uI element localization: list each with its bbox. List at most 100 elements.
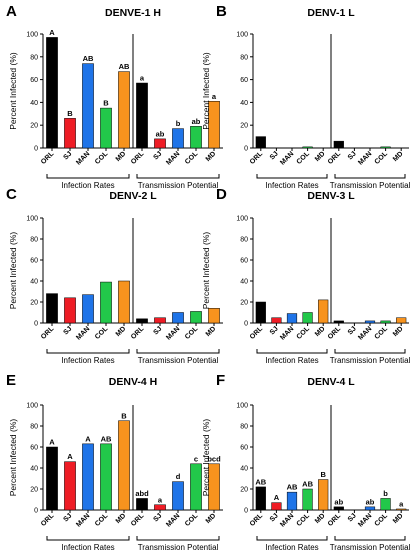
x-tick-label: ORL	[40, 512, 56, 528]
y-tick-label: 60	[240, 445, 248, 452]
y-tick-label: 0	[244, 321, 248, 328]
bar-orl	[136, 498, 148, 511]
bar-man	[172, 481, 184, 511]
significance-letter: b	[383, 489, 388, 498]
panel-a: A DENVE-1 H 0 20 40 60 80 100 Percent Infected (…	[6, 3, 223, 190]
bar-man	[286, 491, 298, 511]
y-tick-label: 20	[240, 300, 248, 307]
bar-man	[286, 313, 298, 324]
y-axis-title: Percent Infected (%)	[201, 52, 211, 130]
x-tick-label: MAN	[75, 150, 91, 166]
y-axis-title: Percent Infected (%)	[201, 419, 211, 497]
y-tick-label: 60	[240, 258, 248, 265]
x-tick-label: MD	[392, 512, 405, 525]
bar-md	[396, 317, 407, 324]
significance-letter: AB	[255, 477, 266, 486]
panel-d: D DENV-3 L 0 20 40 60 80 100 Percent Infected (%…	[201, 186, 411, 365]
group-label: Infection Rates	[265, 181, 318, 190]
y-tick-label: 40	[240, 279, 248, 286]
x-tick-label: MD	[115, 150, 128, 163]
y-tick-label: 100	[236, 32, 248, 39]
bar-col	[190, 126, 202, 149]
bar-col	[302, 312, 313, 324]
x-tick-label: COL	[184, 512, 200, 528]
group-bracket	[136, 349, 220, 354]
bar-col	[190, 463, 202, 511]
x-tick-label: COL	[296, 512, 312, 528]
x-tick-label: COL	[374, 325, 390, 341]
x-tick-label: ORL	[249, 512, 265, 528]
panel-title: DENV-1 L	[307, 7, 355, 19]
panel-b: B DENV-1 L 0 20 40 60 80 100 Percent Infected (%…	[201, 3, 411, 190]
x-tick-label: SJ	[347, 512, 358, 523]
bar-col	[380, 146, 391, 149]
significance-letter: ab	[366, 497, 375, 506]
significance-letter: ab	[156, 129, 165, 138]
x-tick-label: MAN	[279, 325, 295, 341]
group-label: Transmission Potential	[138, 181, 219, 190]
significance-letter: B	[320, 470, 326, 479]
y-tick-label: 80	[240, 424, 248, 431]
x-tick-label: SJ	[152, 150, 163, 161]
panel-f: F DENV-4 L 0 20 40 60 80 100 Percent Infected (%…	[201, 372, 411, 550]
x-tick-label: SJ	[62, 512, 73, 523]
y-tick-label: 100	[26, 32, 38, 39]
panel-letter: C	[6, 186, 17, 203]
y-tick-label: 80	[240, 54, 248, 61]
x-tick-label: ORL	[40, 325, 56, 341]
significance-letter: B	[67, 109, 73, 118]
group-bracket	[334, 174, 406, 179]
y-tick-label: 60	[30, 445, 38, 452]
bar-man	[364, 320, 376, 324]
significance-letter: A	[49, 28, 55, 37]
x-tick-label: SJ	[347, 150, 358, 161]
y-tick-label: 60	[240, 77, 248, 84]
group-bracket	[334, 349, 406, 354]
significance-letter: bcd	[207, 454, 221, 463]
significance-letter: AB	[287, 483, 298, 492]
significance-letter: ab	[334, 497, 343, 506]
bar-orl	[255, 486, 266, 511]
y-tick-label: 0	[244, 146, 248, 153]
significance-letter: A	[49, 438, 55, 447]
panel-letter: F	[216, 372, 225, 389]
bar-orl	[136, 318, 148, 324]
bar-sj	[154, 138, 166, 149]
panel-letter: E	[6, 372, 16, 389]
y-tick-label: 0	[34, 508, 38, 515]
x-tick-label: COL	[184, 325, 200, 341]
group-label: Infection Rates	[265, 356, 318, 365]
x-tick-label: MAN	[165, 325, 181, 341]
x-tick-label: SJ	[269, 150, 280, 161]
x-tick-label: MAN	[357, 512, 373, 528]
y-tick-label: 100	[236, 216, 248, 223]
significance-letter: abd	[135, 489, 149, 498]
bar-man	[82, 63, 94, 149]
bar-col	[380, 498, 391, 511]
y-tick-label: 100	[26, 216, 38, 223]
bar-sj	[271, 317, 282, 324]
significance-letter: AB	[83, 54, 94, 63]
bar-sj	[271, 502, 282, 511]
y-tick-label: 40	[240, 466, 248, 473]
y-axis-title: Percent Infected (%)	[8, 232, 18, 310]
bar-md	[318, 479, 329, 511]
panel-title: DENV-2 L	[109, 190, 157, 202]
x-tick-label: COL	[94, 325, 110, 341]
bar-orl	[46, 446, 58, 511]
bar-orl	[333, 506, 344, 511]
significance-letter: A	[67, 452, 73, 461]
x-tick-label: ORL	[130, 512, 146, 528]
x-tick-label: SJ	[152, 325, 163, 336]
y-tick-label: 60	[30, 258, 38, 265]
x-tick-label: MAN	[279, 512, 295, 528]
bar-man	[82, 294, 94, 324]
x-tick-label: MAN	[357, 150, 373, 166]
bar-man	[82, 443, 94, 511]
bar-man	[172, 312, 184, 324]
group-label: Transmission Potential	[330, 356, 411, 365]
y-tick-label: 0	[34, 321, 38, 328]
bar-orl	[136, 82, 148, 149]
y-axis-title: Percent Infected (%)	[8, 52, 18, 130]
significance-letter: ab	[192, 117, 201, 126]
